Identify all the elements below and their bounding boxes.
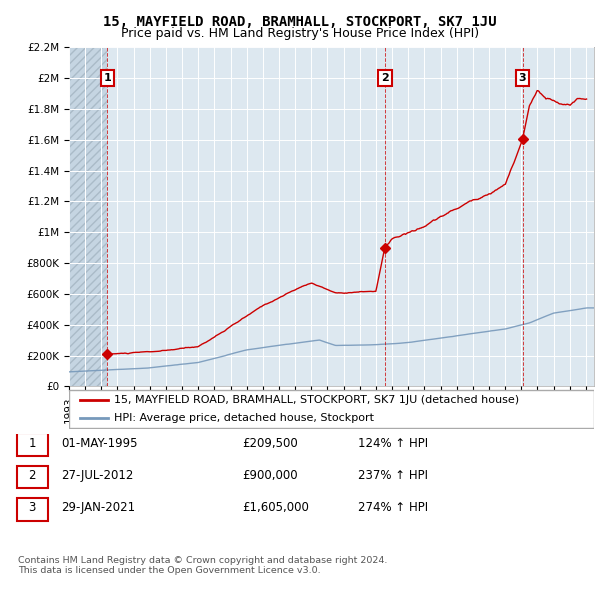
- Text: 29-JAN-2021: 29-JAN-2021: [61, 502, 135, 514]
- Text: Contains HM Land Registry data © Crown copyright and database right 2024.
This d: Contains HM Land Registry data © Crown c…: [18, 556, 388, 575]
- Text: 1: 1: [103, 73, 111, 83]
- Text: 124% ↑ HPI: 124% ↑ HPI: [358, 437, 428, 450]
- Text: 27-JUL-2012: 27-JUL-2012: [61, 469, 133, 482]
- Text: £209,500: £209,500: [242, 437, 298, 450]
- Text: 2: 2: [28, 469, 36, 482]
- Text: 2: 2: [381, 73, 389, 83]
- Text: HPI: Average price, detached house, Stockport: HPI: Average price, detached house, Stoc…: [113, 412, 374, 422]
- Text: £900,000: £900,000: [242, 469, 298, 482]
- Text: 15, MAYFIELD ROAD, BRAMHALL, STOCKPORT, SK7 1JU (detached house): 15, MAYFIELD ROAD, BRAMHALL, STOCKPORT, …: [113, 395, 519, 405]
- Bar: [17, 466, 48, 489]
- Text: 237% ↑ HPI: 237% ↑ HPI: [358, 469, 428, 482]
- Bar: [17, 498, 48, 521]
- Text: 3: 3: [28, 502, 36, 514]
- Text: Price paid vs. HM Land Registry's House Price Index (HPI): Price paid vs. HM Land Registry's House …: [121, 27, 479, 40]
- Text: 274% ↑ HPI: 274% ↑ HPI: [358, 502, 428, 514]
- Text: £1,605,000: £1,605,000: [242, 502, 309, 514]
- Bar: [17, 433, 48, 456]
- Text: 15, MAYFIELD ROAD, BRAMHALL, STOCKPORT, SK7 1JU: 15, MAYFIELD ROAD, BRAMHALL, STOCKPORT, …: [103, 15, 497, 29]
- Text: 01-MAY-1995: 01-MAY-1995: [61, 437, 137, 450]
- Text: 1: 1: [28, 437, 36, 450]
- Bar: [69, 47, 107, 386]
- Text: 3: 3: [519, 73, 526, 83]
